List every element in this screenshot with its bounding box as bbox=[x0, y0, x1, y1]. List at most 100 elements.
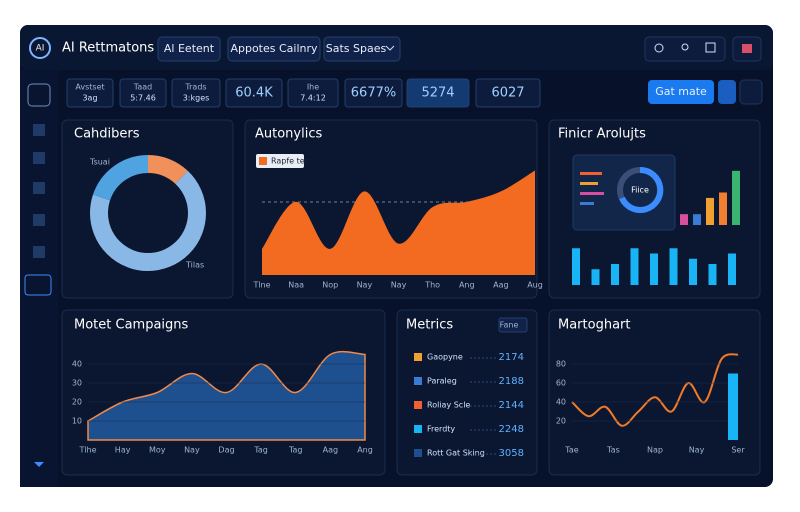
x-tick-label: Tlne bbox=[252, 281, 270, 290]
stat-card bbox=[287, 78, 339, 108]
y-tick-label: 40 bbox=[556, 398, 566, 407]
x-tick-label: Ang bbox=[459, 281, 475, 290]
x-tick-label: Nay bbox=[184, 446, 200, 455]
x-tick-label: Tho bbox=[424, 281, 440, 290]
bar bbox=[572, 248, 580, 285]
stat-label: Trads bbox=[184, 83, 206, 92]
x-tick-label: Tas bbox=[606, 446, 620, 455]
tab[interactable] bbox=[157, 36, 221, 62]
donut-segment bbox=[90, 155, 206, 271]
metric-name: Rott Gat Sking bbox=[427, 449, 485, 458]
x-tick-label: Tag bbox=[253, 446, 268, 455]
dropdown-arrow bbox=[385, 45, 395, 51]
stat-card bbox=[225, 78, 283, 108]
search-icon[interactable] bbox=[654, 43, 664, 53]
x-tick-label: Aug bbox=[527, 281, 543, 290]
icon-button[interactable] bbox=[718, 80, 736, 104]
stat-label: Avstset bbox=[75, 83, 104, 92]
metric-swatch bbox=[414, 449, 422, 457]
inset-line bbox=[580, 182, 598, 185]
metric-name: Gaopyne bbox=[427, 353, 463, 362]
bar bbox=[719, 192, 727, 225]
metric-value: 2174 bbox=[499, 352, 524, 363]
panel-title: Finicr Arolujts bbox=[558, 127, 646, 142]
stat-card bbox=[344, 78, 403, 108]
bar bbox=[591, 269, 600, 285]
nav-icon[interactable] bbox=[33, 152, 45, 164]
metric-name: Frerdty bbox=[427, 425, 455, 434]
bar bbox=[669, 248, 678, 285]
tab[interactable] bbox=[227, 36, 321, 62]
stat-value: 3:kges bbox=[183, 94, 210, 103]
x-tick-label: Nay bbox=[391, 281, 407, 290]
panel bbox=[61, 119, 234, 299]
donut-label: Tsuai bbox=[89, 158, 110, 167]
icon-group[interactable] bbox=[644, 36, 726, 62]
nav-collapse[interactable] bbox=[34, 462, 44, 467]
stat-card bbox=[119, 78, 167, 108]
bar bbox=[650, 253, 658, 285]
metric-swatch bbox=[414, 401, 422, 409]
tab-label[interactable]: Appotes Cailnry bbox=[230, 42, 318, 55]
dropdown-label[interactable]: Fane bbox=[500, 321, 519, 330]
stat-card bbox=[406, 78, 470, 108]
legend-box bbox=[256, 154, 304, 168]
x-tick-label: Tlhe bbox=[78, 446, 96, 455]
x-tick-label: Moy bbox=[149, 446, 166, 455]
bar bbox=[611, 264, 619, 285]
legend-label: Rapfe ter bbox=[271, 157, 309, 166]
panel-title: Cahdibers bbox=[74, 127, 140, 142]
bar bbox=[728, 253, 736, 285]
x-tick-label: Aag bbox=[323, 446, 338, 455]
nav-icon[interactable] bbox=[33, 246, 45, 258]
nav-icon[interactable] bbox=[33, 124, 45, 136]
x-tick-label: Nap bbox=[647, 446, 663, 455]
nav-icon[interactable] bbox=[33, 214, 45, 226]
inset-arc bbox=[619, 166, 664, 213]
tab-label[interactable]: Al Eetent bbox=[164, 42, 215, 55]
metric-value: 2248 bbox=[499, 424, 524, 435]
x-tick-label: Ser bbox=[731, 446, 745, 455]
panel bbox=[396, 309, 538, 476]
panel-title: Motet Campaigns bbox=[74, 318, 189, 333]
bell-icon[interactable] bbox=[705, 42, 716, 53]
stat-value: 6027 bbox=[491, 86, 524, 101]
y-tick-label: 80 bbox=[556, 360, 566, 369]
stat-value: 5:7.46 bbox=[130, 94, 156, 103]
button-label[interactable]: Gat mate bbox=[655, 85, 707, 98]
metric-value: 2188 bbox=[499, 376, 524, 387]
metric-name: Roliay Scle bbox=[427, 401, 470, 410]
donut-label: Tilas bbox=[185, 261, 204, 270]
legend-swatch bbox=[259, 157, 267, 165]
x-tick-label: Nay bbox=[689, 446, 705, 455]
x-tick-label: Tag bbox=[288, 446, 303, 455]
stat-value: 3ag bbox=[82, 94, 97, 103]
stat-card bbox=[171, 78, 221, 108]
nav-icon-active[interactable] bbox=[24, 274, 52, 296]
inset-label: Fiice bbox=[631, 186, 649, 195]
logo-ring bbox=[29, 37, 51, 59]
icon-button[interactable] bbox=[739, 79, 763, 105]
nav-icon[interactable] bbox=[33, 182, 45, 194]
x-tick-label: Aag bbox=[493, 281, 508, 290]
stat-card bbox=[475, 78, 541, 108]
primary-button[interactable] bbox=[648, 80, 714, 104]
x-tick-label: Dag bbox=[218, 446, 234, 455]
dropdown[interactable] bbox=[498, 317, 528, 333]
nav-icon[interactable] bbox=[27, 83, 51, 107]
x-tick-label: Hay bbox=[115, 446, 131, 455]
stat-label: Ihe bbox=[307, 83, 319, 92]
profile-icon[interactable] bbox=[742, 44, 752, 53]
tab-label[interactable]: Sats Spaes bbox=[326, 42, 387, 55]
line bbox=[571, 353, 739, 427]
bar bbox=[732, 170, 740, 225]
bar bbox=[706, 197, 714, 225]
sidebar bbox=[20, 70, 58, 487]
inset-line bbox=[580, 172, 602, 175]
metric-swatch bbox=[414, 425, 422, 433]
user-icon[interactable] bbox=[681, 43, 689, 51]
inset-line bbox=[580, 192, 604, 195]
x-tick-label: Naa bbox=[288, 281, 304, 290]
tab[interactable] bbox=[323, 36, 401, 62]
